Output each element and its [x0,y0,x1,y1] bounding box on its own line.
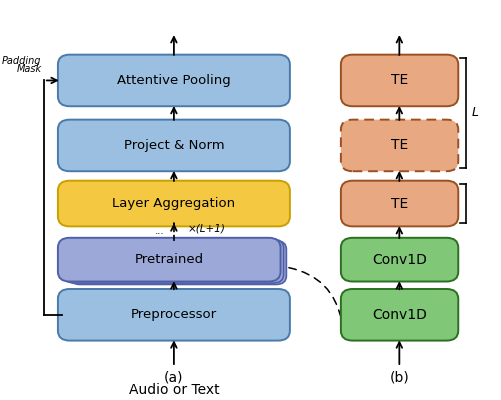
FancyBboxPatch shape [58,238,280,282]
Text: Audio or Text: Audio or Text [128,383,219,397]
FancyBboxPatch shape [58,289,289,340]
FancyBboxPatch shape [340,120,457,171]
FancyBboxPatch shape [70,241,286,284]
Text: (a): (a) [164,371,183,385]
Text: Attentive Pooling: Attentive Pooling [117,74,230,87]
FancyBboxPatch shape [340,238,457,282]
Text: Padding: Padding [2,56,42,66]
FancyBboxPatch shape [340,289,457,340]
Text: TE: TE [390,138,407,152]
FancyBboxPatch shape [340,181,457,226]
Text: ×(L+1): ×(L+1) [187,223,225,233]
Text: Project & Norm: Project & Norm [123,139,224,152]
FancyBboxPatch shape [58,120,289,171]
Text: Conv1D: Conv1D [371,308,426,322]
FancyBboxPatch shape [64,239,283,283]
Text: Pretrained: Pretrained [134,253,203,266]
Text: Conv1D: Conv1D [371,253,426,267]
FancyBboxPatch shape [58,181,289,226]
Text: ···: ··· [155,229,164,239]
Text: Preprocessor: Preprocessor [131,308,216,321]
Text: TE: TE [390,74,407,88]
Text: L: L [470,106,477,120]
Text: Mask: Mask [17,64,42,74]
Text: TE: TE [390,196,407,210]
Text: Layer Aggregation: Layer Aggregation [112,197,235,210]
FancyBboxPatch shape [58,55,289,106]
FancyBboxPatch shape [340,55,457,106]
Text: (b): (b) [389,371,408,385]
